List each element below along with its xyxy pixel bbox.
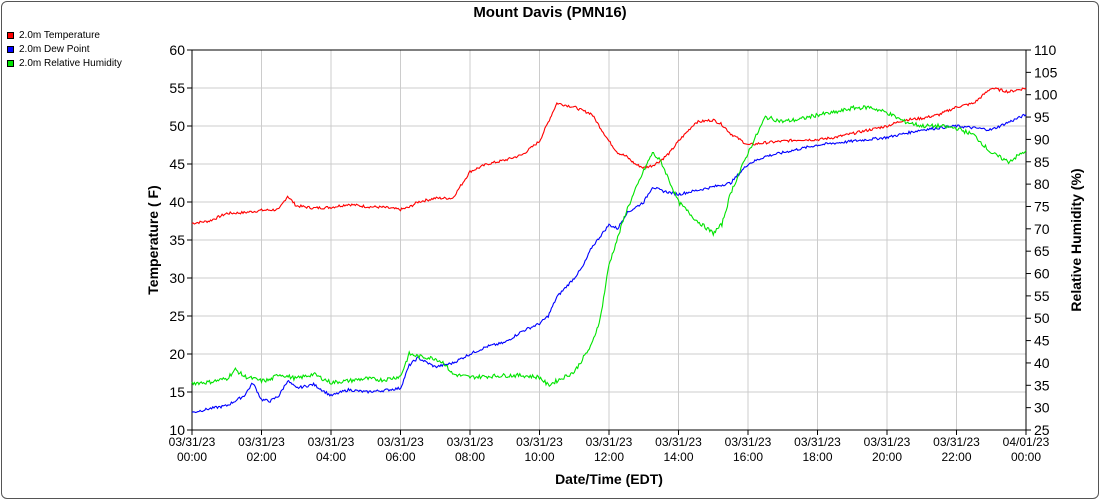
x-tick-time: 02:00	[246, 450, 276, 464]
series-dew-point-line	[191, 113, 1027, 414]
y-tick-label: 20	[169, 346, 185, 362]
legend-swatch-relative-humidity	[7, 59, 14, 67]
y2-tick-label: 55	[1034, 288, 1050, 304]
x-tick-date: 03/31/23	[447, 435, 494, 449]
x-tick-time: 08:00	[455, 450, 485, 464]
x-tick-date: 04/01/23	[1003, 435, 1050, 449]
y2-tick-label: 80	[1034, 176, 1050, 192]
x-tick-date: 03/31/23	[238, 435, 285, 449]
y-tick-label: 55	[169, 80, 185, 96]
x-tick-time: 14:00	[663, 450, 693, 464]
y2-tick-label: 35	[1034, 377, 1050, 393]
x-tick-date: 03/31/23	[586, 435, 633, 449]
y-tick-label: 10	[169, 422, 185, 438]
legend-label-dew-point: 2.0m Dew Point	[19, 43, 90, 55]
y-tick-label: 60	[169, 42, 185, 58]
y2-tick-label: 70	[1034, 221, 1050, 237]
grid	[191, 49, 1027, 431]
x-tick-time: 22:00	[941, 450, 971, 464]
x-tick-date: 03/31/23	[794, 435, 841, 449]
y-axis-label: Temperature ( F)	[145, 185, 161, 294]
y2-tick-label: 95	[1034, 109, 1050, 125]
x-tick-date: 03/31/23	[169, 435, 216, 449]
y2-tick-label: 30	[1034, 400, 1050, 416]
series-lines	[191, 87, 1027, 414]
legend-item-temperature: 2.0m Temperature	[7, 28, 122, 42]
y-tick-label: 40	[169, 194, 185, 210]
x-tick-time: 18:00	[802, 450, 832, 464]
y2-tick-label: 85	[1034, 154, 1050, 170]
x-tick-time: 16:00	[733, 450, 763, 464]
y2-tick-label: 40	[1034, 355, 1050, 371]
legend: 2.0m Temperature 2.0m Dew Point 2.0m Rel…	[7, 28, 122, 70]
y2-tick-label: 65	[1034, 243, 1050, 259]
y2-tick-label: 105	[1034, 64, 1058, 80]
legend-label-temperature: 2.0m Temperature	[19, 29, 100, 41]
x-tick-time: 06:00	[385, 450, 415, 464]
legend-label-relative-humidity: 2.0m Relative Humidity	[19, 57, 122, 69]
y-tick-label: 30	[169, 270, 185, 286]
y2-axis-label: Relative Humidity (%)	[1068, 168, 1084, 311]
series-relative-humidity-line	[191, 104, 1027, 388]
x-tick-date: 03/31/23	[725, 435, 772, 449]
y-tick-label: 35	[169, 232, 185, 248]
legend-item-relative-humidity: 2.0m Relative Humidity	[7, 56, 122, 70]
y2-tick-label: 100	[1034, 87, 1058, 103]
x-tick-date: 03/31/23	[516, 435, 563, 449]
series-temperature-line	[191, 87, 1027, 225]
y2-tick-label: 110	[1034, 42, 1057, 58]
x-axis-ticks: 03/31/2300:0003/31/2302:0003/31/2304:000…	[169, 430, 1050, 464]
x-tick-date: 03/31/23	[308, 435, 355, 449]
legend-swatch-temperature	[7, 31, 14, 39]
chart-title: Mount Davis (PMN16)	[473, 4, 627, 21]
x-tick-time: 12:00	[594, 450, 624, 464]
x-tick-time: 00:00	[177, 450, 207, 464]
y2-tick-label: 45	[1034, 333, 1050, 349]
x-tick-date: 03/31/23	[655, 435, 702, 449]
x-tick-date: 03/31/23	[864, 435, 911, 449]
x-tick-time: 00:00	[1011, 450, 1041, 464]
x-tick-time: 04:00	[316, 450, 346, 464]
y2-tick-label: 75	[1034, 198, 1050, 214]
x-axis-label: Date/Time (EDT)	[555, 471, 663, 487]
legend-item-dew-point: 2.0m Dew Point	[7, 42, 122, 56]
y-tick-label: 25	[169, 308, 185, 324]
left-axis-ticks: 10 15 20 25 30 35 40 45 50 55 60	[169, 42, 192, 438]
x-tick-time: 20:00	[872, 450, 902, 464]
y-tick-label: 50	[169, 118, 185, 134]
x-tick-date: 03/31/23	[933, 435, 980, 449]
x-tick-time: 10:00	[524, 450, 554, 464]
y2-tick-label: 25	[1034, 422, 1050, 438]
x-tick-date: 03/31/23	[377, 435, 424, 449]
right-axis-ticks: 25 30 35 40 45 50 55 60 65 70 75 80 85 90 95 100 105 110	[1026, 42, 1058, 438]
y-tick-label: 15	[169, 384, 185, 400]
y2-tick-label: 50	[1034, 310, 1050, 326]
y2-tick-label: 90	[1034, 131, 1050, 147]
legend-swatch-dew-point	[7, 45, 14, 53]
y2-tick-label: 60	[1034, 266, 1050, 282]
y-tick-label: 45	[169, 156, 185, 172]
